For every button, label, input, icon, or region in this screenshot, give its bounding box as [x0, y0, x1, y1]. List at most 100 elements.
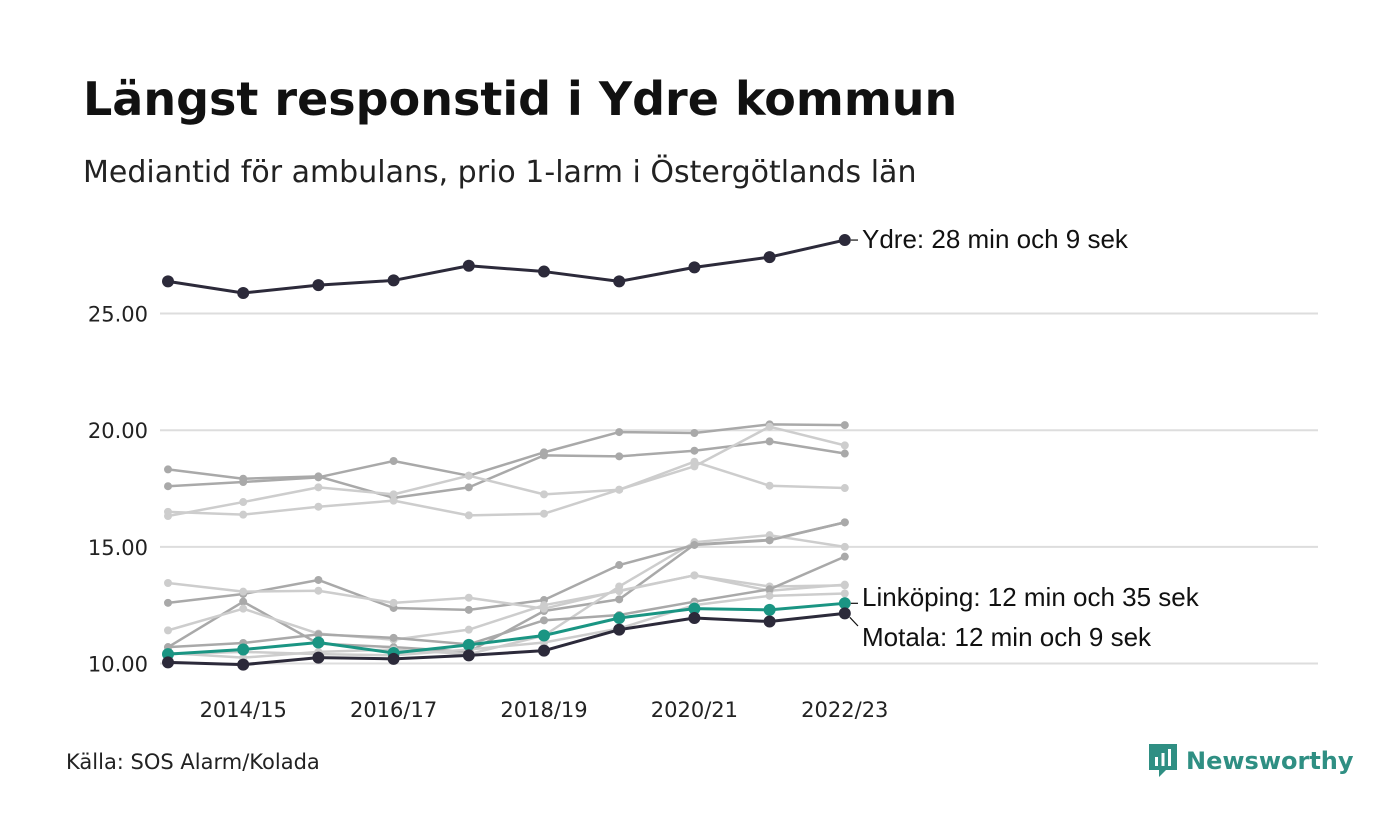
data-point-background	[540, 490, 548, 499]
series-line-background	[167, 555, 846, 649]
data-point-background	[314, 473, 323, 482]
data-point-background	[389, 598, 398, 607]
data-point-motala	[763, 615, 776, 628]
data-point-background	[615, 428, 624, 437]
y-tick-label: 15.00	[88, 536, 148, 560]
data-point-background	[615, 452, 624, 461]
series-line-background	[167, 440, 845, 500]
x-tick-label: 2016/17	[350, 698, 437, 722]
data-point-ydre	[763, 251, 776, 264]
data-point-background	[840, 484, 849, 493]
newsworthy-chart-bubble-icon	[1149, 744, 1177, 777]
data-point-background	[765, 585, 774, 594]
data-point-background	[464, 593, 473, 602]
data-point-background	[765, 481, 774, 490]
chart-title: Längst responstid i Ydre kommun	[83, 72, 958, 126]
data-point-background	[164, 626, 172, 635]
data-point-background	[164, 512, 172, 521]
data-point-background	[164, 465, 172, 474]
data-point-background	[464, 605, 473, 614]
annotation-leader	[849, 616, 859, 627]
data-point-background	[540, 509, 548, 518]
data-point-motala	[538, 644, 550, 657]
data-point-background	[840, 581, 849, 590]
data-point-background	[615, 587, 624, 596]
data-point-ydre	[387, 274, 400, 287]
chart-subtitle: Mediantid för ambulans, prio 1-larm i Ös…	[83, 155, 917, 190]
data-point-background	[164, 579, 172, 588]
source-note: Källa: SOS Alarm/Kolada	[66, 750, 320, 774]
data-point-background	[239, 498, 248, 507]
data-point-background	[690, 428, 699, 437]
series-line-background	[167, 423, 845, 488]
data-point-ydre	[237, 287, 250, 300]
data-point-background	[314, 630, 323, 639]
data-point-background	[464, 483, 473, 492]
data-point-background	[540, 616, 548, 625]
annotation-ydre: Ydre: 28 min och 9 sek	[862, 224, 1129, 254]
data-point-background	[540, 448, 548, 457]
data-point-background	[615, 485, 624, 494]
x-tick-label: 2014/15	[200, 698, 287, 722]
data-point-background	[840, 449, 849, 458]
data-point-background	[239, 597, 248, 606]
data-point-background	[389, 496, 398, 505]
data-point-background	[314, 483, 323, 492]
y-tick-label: 25.00	[88, 303, 148, 327]
data-point-background	[464, 471, 473, 480]
data-point-background	[765, 591, 774, 600]
data-point-background	[314, 575, 323, 584]
data-point-background	[540, 601, 548, 610]
data-point-ydre	[688, 261, 701, 274]
data-point-background	[314, 586, 323, 595]
data-point-ydre	[312, 279, 325, 292]
data-point-linköping	[763, 603, 776, 616]
series-line-background	[167, 460, 845, 518]
data-point-background	[615, 561, 624, 570]
data-point-linköping	[312, 636, 325, 649]
data-point-background	[389, 633, 398, 642]
data-point-background	[840, 421, 849, 430]
data-point-background	[840, 441, 849, 450]
data-point-motala	[462, 649, 475, 662]
data-point-background	[239, 477, 248, 486]
newsworthy-logo: Newsworthy	[1149, 744, 1354, 778]
data-point-ydre	[462, 259, 475, 272]
data-point-motala	[838, 607, 851, 620]
series-line-ydre	[167, 238, 846, 295]
annotation-linköping: Linköping: 12 min och 35 sek	[862, 582, 1200, 612]
data-point-background	[164, 598, 172, 607]
data-point-motala	[387, 652, 400, 665]
x-tick-label: 2018/19	[500, 698, 587, 722]
data-point-background	[840, 518, 849, 527]
series-line-linköping	[167, 601, 845, 656]
data-point-background	[389, 490, 398, 499]
data-point-background	[765, 437, 774, 446]
data-point-motala	[688, 612, 701, 625]
data-point-background	[840, 552, 849, 561]
data-point-motala	[312, 651, 325, 664]
data-point-background	[464, 625, 473, 634]
data-point-motala	[162, 656, 174, 669]
y-tick-label: 20.00	[88, 419, 148, 443]
data-point-linköping	[462, 638, 475, 651]
data-point-linköping	[538, 629, 550, 642]
data-point-background	[464, 511, 473, 520]
data-point-ydre	[162, 275, 174, 288]
data-point-background	[765, 422, 774, 431]
data-point-background	[690, 446, 699, 455]
series-line-background	[167, 592, 845, 657]
data-point-background	[239, 510, 248, 519]
data-point-background	[389, 456, 398, 465]
data-point-motala	[613, 623, 626, 636]
x-tick-label: 2020/21	[651, 698, 738, 722]
data-point-motala	[237, 658, 250, 671]
y-tick-label: 10.00	[88, 653, 148, 677]
series-line-background	[167, 521, 846, 612]
data-point-background	[239, 587, 248, 596]
annotation-motala: Motala: 12 min och 9 sek	[862, 622, 1152, 652]
data-point-linköping	[688, 602, 701, 615]
data-point-ydre	[538, 265, 550, 278]
series-line-background	[167, 574, 845, 610]
